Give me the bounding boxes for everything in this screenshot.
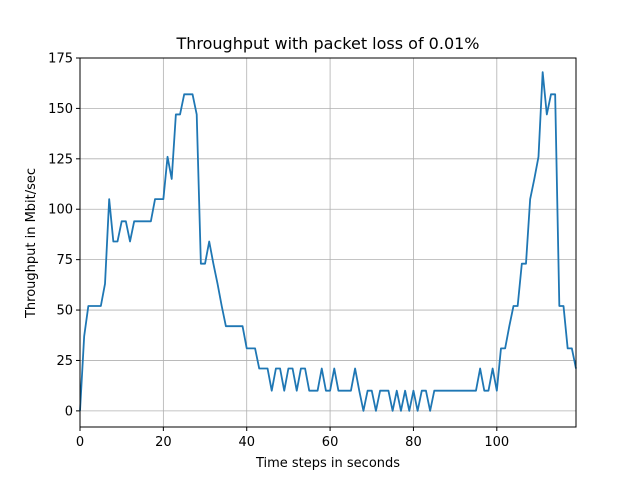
x-tick-label: 100 <box>484 435 509 450</box>
x-axis-label: Time steps in seconds <box>255 456 400 471</box>
y-tick-label: 25 <box>56 354 73 369</box>
x-tick-label: 0 <box>76 435 84 450</box>
x-tick-label: 80 <box>405 435 422 450</box>
plot-frame <box>79 57 577 428</box>
x-tick-label: 40 <box>238 435 255 450</box>
y-tick-label: 100 <box>48 203 73 218</box>
y-axis-label: Throughput in Mbit/sec <box>24 168 39 319</box>
data-series-line <box>79 71 577 412</box>
y-tick-label: 175 <box>48 52 73 67</box>
grid <box>79 57 576 427</box>
x-tick-label: 60 <box>322 435 339 450</box>
y-tick-label: 0 <box>65 404 73 419</box>
y-tick-label: 125 <box>48 152 73 167</box>
x-tick-label: 20 <box>155 435 172 450</box>
axis-ticks: 0 20 40 60 80 100 0 25 50 75 100 125 150 175 <box>48 52 509 451</box>
chart-title: Throughput with packet loss of 0.01% <box>175 34 479 53</box>
y-tick-label: 75 <box>56 253 73 268</box>
y-tick-label: 50 <box>56 304 73 319</box>
y-tick-label: 150 <box>48 102 73 117</box>
